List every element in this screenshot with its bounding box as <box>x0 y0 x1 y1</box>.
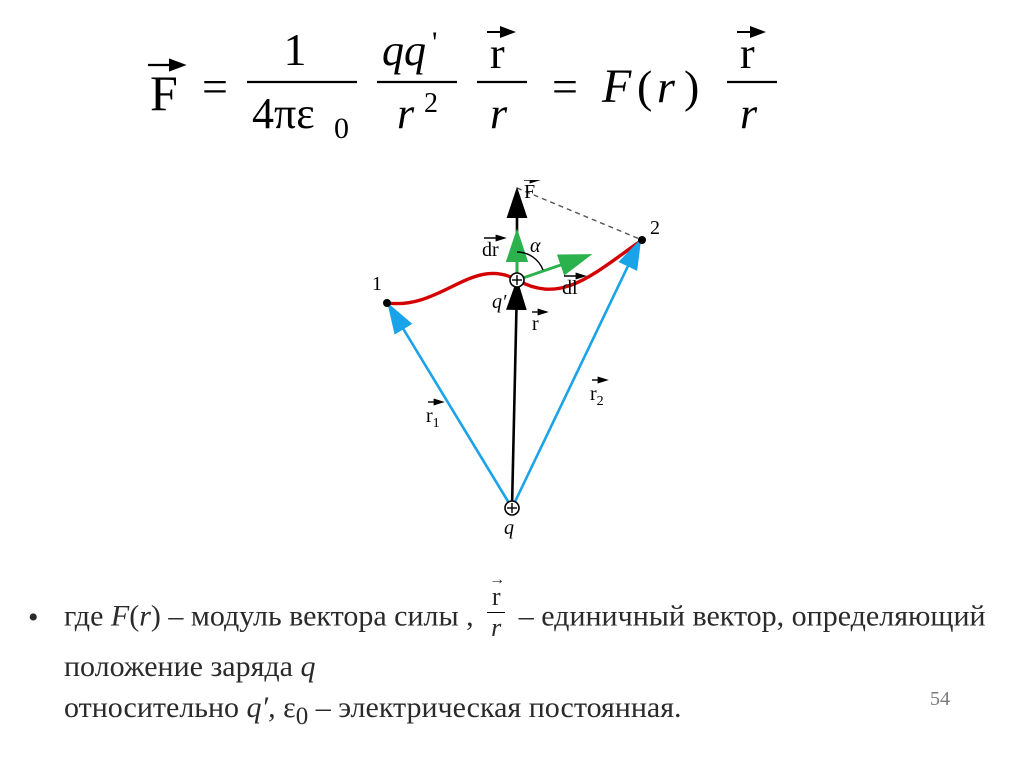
label-q: q <box>504 517 514 539</box>
formula-Fr: F <box>601 60 632 113</box>
label-r1: r1 <box>426 405 440 431</box>
formula-den1: 4πε <box>252 89 315 138</box>
label-p1: 1 <box>372 273 382 295</box>
unit-vector-fraction: → r r <box>487 584 505 641</box>
diagram-svg: F α dr dl 1 2 q′ r r1 <box>332 180 692 540</box>
txt-q: q <box>301 650 316 683</box>
formula-rvec1: r <box>490 29 505 78</box>
txt-sp: ε <box>276 691 296 724</box>
formula-qq: qq <box>382 26 426 75</box>
formula-eps-sub: 0 <box>334 112 349 145</box>
bullet-text: где F(r) – модуль вектора силы , → r r –… <box>64 590 1024 733</box>
label-qprime: q′ <box>492 291 507 313</box>
txt-qprime: q′, <box>247 691 276 724</box>
formula-rvec2: r <box>740 29 755 78</box>
txt-a: где <box>64 599 111 632</box>
formula-F: F <box>150 65 178 121</box>
formula-r-den2: r <box>740 89 758 138</box>
label-dl: dl <box>562 277 578 299</box>
label-alpha: α <box>530 235 541 257</box>
txt-b: – модуль вектора силы , <box>161 599 481 632</box>
frac-den: r <box>487 615 505 641</box>
formula-qprime-mark: ' <box>432 26 437 59</box>
formula-paren-open: ( <box>637 61 652 112</box>
page-number: 54 <box>930 688 950 711</box>
label-F: F <box>524 181 535 203</box>
vector-diagram: F α dr dl 1 2 q′ r r1 <box>0 180 1024 545</box>
dash-line-top <box>517 188 642 240</box>
formula-paren-close: ) <box>684 61 699 112</box>
label-p2: 2 <box>650 217 660 239</box>
formula-Fr-r: r <box>657 61 676 112</box>
vector-r <box>512 284 517 508</box>
formula-eq1: = <box>202 61 228 112</box>
formula-num1: 1 <box>284 24 307 75</box>
txt-d: относительно <box>64 691 247 724</box>
slide-page: F = 1 4πε 0 qq ' r 2 r r = F ( r ) <box>0 0 1024 767</box>
vector-r1 <box>390 307 512 508</box>
formula-svg: F = 1 4πε 0 qq ' r 2 r r = F ( r ) <box>112 10 912 160</box>
txt-sub0: 0 <box>296 703 309 730</box>
txt-open: ( <box>129 599 139 632</box>
txt-close: ) <box>151 599 161 632</box>
coulomb-formula: F = 1 4πε 0 qq ' r 2 r r = F ( r ) <box>0 10 1024 165</box>
point-2 <box>638 236 646 244</box>
frac-num: → r <box>487 584 505 610</box>
txt-Fr: F <box>111 599 129 632</box>
formula-eq2: = <box>552 61 578 112</box>
formula-r2-exp: 2 <box>424 88 438 119</box>
txt-r: r <box>139 599 151 632</box>
label-dr: dr <box>482 239 499 261</box>
bullet-marker: • <box>28 598 39 639</box>
txt-e: – электрическая постоянная. <box>308 691 681 724</box>
path-curve <box>387 240 642 304</box>
formula-r-den1: r <box>490 89 508 138</box>
formula-r2: r <box>397 89 415 138</box>
point-1 <box>383 299 391 307</box>
label-r: r <box>532 313 539 335</box>
label-r2: r2 <box>590 383 604 409</box>
